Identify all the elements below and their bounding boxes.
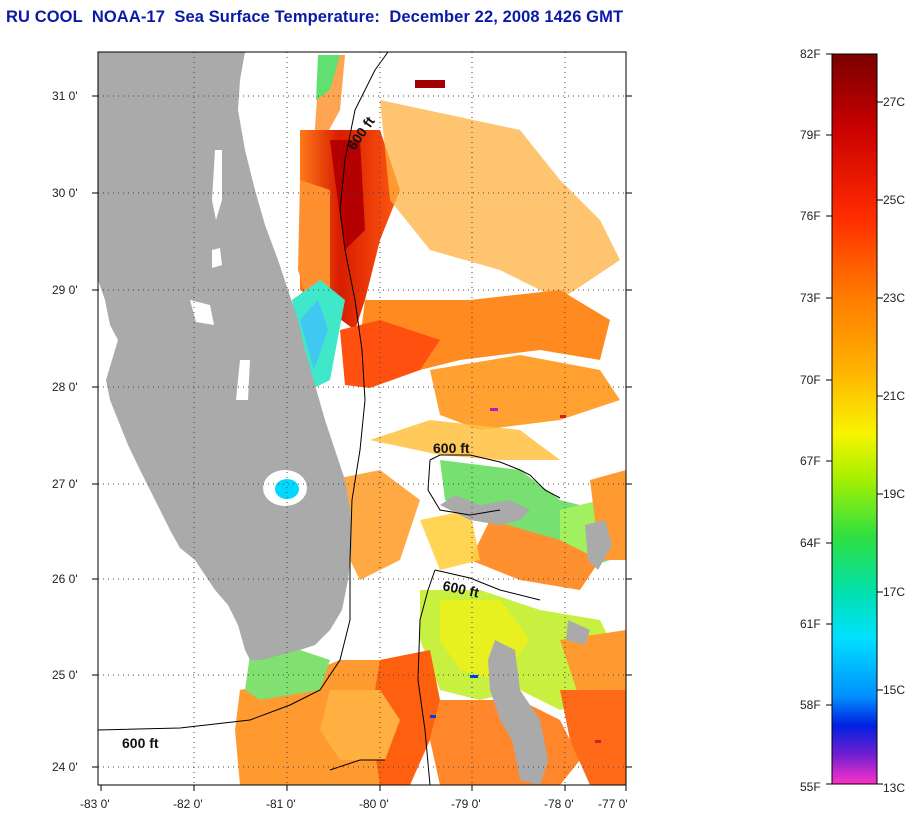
lat-tick: 30 0': [52, 186, 78, 200]
colorbar-c-label: 25C: [883, 193, 905, 207]
lon-tick: -81 0': [266, 797, 296, 811]
colorbar-f-label: 67F: [800, 454, 821, 468]
lat-tick: 26 0': [52, 572, 78, 586]
lon-tick-labels: -83 0' -82 0' -81 0' -80 0' -79 0' -78 0…: [80, 797, 628, 811]
lon-tick: -77 0': [598, 797, 628, 811]
page-title: RU COOL NOAA-17 Sea Surface Temperature:…: [6, 8, 624, 26]
lon-tick: -83 0': [80, 797, 110, 811]
lat-tick: 28 0': [52, 380, 78, 394]
colorbar: 82F 79F 76F 73F 70F 67F 64F 61F 58F 55F …: [800, 47, 905, 795]
lon-tick: -82 0': [173, 797, 203, 811]
colorbar-f-label: 76F: [800, 209, 821, 223]
isobath-label: 600 ft: [122, 735, 159, 751]
isobath-lines: [98, 52, 561, 785]
land-florida: [98, 52, 612, 785]
frame-ticks: [92, 95, 632, 791]
lon-tick: -78 0': [544, 797, 574, 811]
lon-tick: -80 0': [359, 797, 389, 811]
lat-tick: 24 0': [52, 760, 78, 774]
isobath-label: 600 ft: [433, 440, 470, 456]
colorbar-f-label: 61F: [800, 617, 821, 631]
colorbar-c-label: 19C: [883, 487, 905, 501]
lat-tick: 31 0': [52, 89, 78, 103]
colorbar-f-label: 55F: [800, 780, 821, 794]
colorbar-c-label: 13C: [883, 781, 905, 795]
colorbar-f-label: 82F: [800, 47, 821, 61]
colorbar-c-label: 17C: [883, 585, 905, 599]
lat-tick-labels: 31 0' 30 0' 29 0' 28 0' 27 0' 26 0' 25 0…: [52, 89, 78, 774]
colorbar-c-label: 15C: [883, 683, 905, 697]
lat-tick: 25 0': [52, 668, 78, 682]
colorbar-f-label: 70F: [800, 373, 821, 387]
colorbar-c-label: 23C: [883, 291, 905, 305]
lon-tick: -79 0': [451, 797, 481, 811]
graticule: [98, 52, 626, 785]
isobath-label: 600 ft: [441, 577, 480, 600]
colorbar-f-label: 79F: [800, 128, 821, 142]
colorbar-c-label: 21C: [883, 389, 905, 403]
colorbar-c-label: 27C: [883, 95, 905, 109]
colorbar-f-label: 73F: [800, 291, 821, 305]
colorbar-f-label: 58F: [800, 698, 821, 712]
map-frame: [97, 51, 627, 786]
colorbar-gradient: [831, 53, 878, 785]
lat-tick: 27 0': [52, 477, 78, 491]
lat-tick: 29 0': [52, 283, 78, 297]
colorbar-f-label: 64F: [800, 536, 821, 550]
